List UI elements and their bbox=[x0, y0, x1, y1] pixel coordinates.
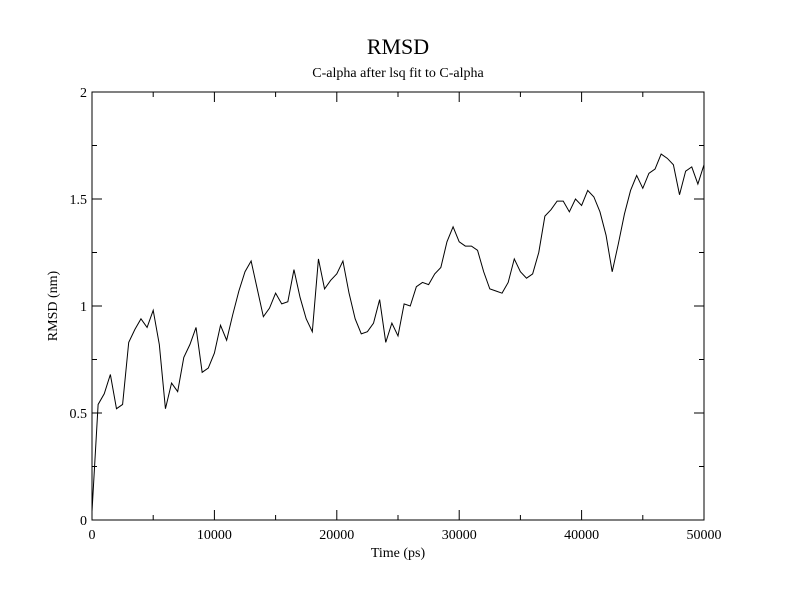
x-tick-label: 30000 bbox=[442, 528, 477, 543]
x-tick-label: 10000 bbox=[197, 528, 232, 543]
tick-marks bbox=[91, 91, 705, 521]
x-tick-label: 20000 bbox=[319, 528, 354, 543]
y-tick-label: 0.5 bbox=[70, 407, 88, 422]
x-tick-label: 40000 bbox=[564, 528, 599, 543]
y-tick-label: 0 bbox=[80, 514, 87, 529]
x-tick-label: 50000 bbox=[687, 528, 722, 543]
y-tick-label: 1 bbox=[80, 300, 87, 315]
y-tick-label: 1.5 bbox=[70, 193, 88, 208]
y-tick-label: 2 bbox=[80, 86, 87, 101]
x-tick-label: 0 bbox=[89, 528, 96, 543]
rmsd-series-line bbox=[91, 153, 705, 512]
y-axis-label: RMSD (nm) bbox=[46, 270, 61, 341]
chart-title: RMSD bbox=[367, 34, 429, 59]
plot-frame bbox=[91, 91, 705, 521]
x-axis-label: Time (ps) bbox=[371, 546, 426, 561]
chart-subtitle: C-alpha after lsq fit to C-alpha bbox=[312, 66, 484, 81]
x-tick-labels: 0 10000 20000 30000 40000 50000 bbox=[89, 528, 722, 543]
y-tick-labels: 0 0.5 1 1.5 2 bbox=[70, 86, 88, 529]
